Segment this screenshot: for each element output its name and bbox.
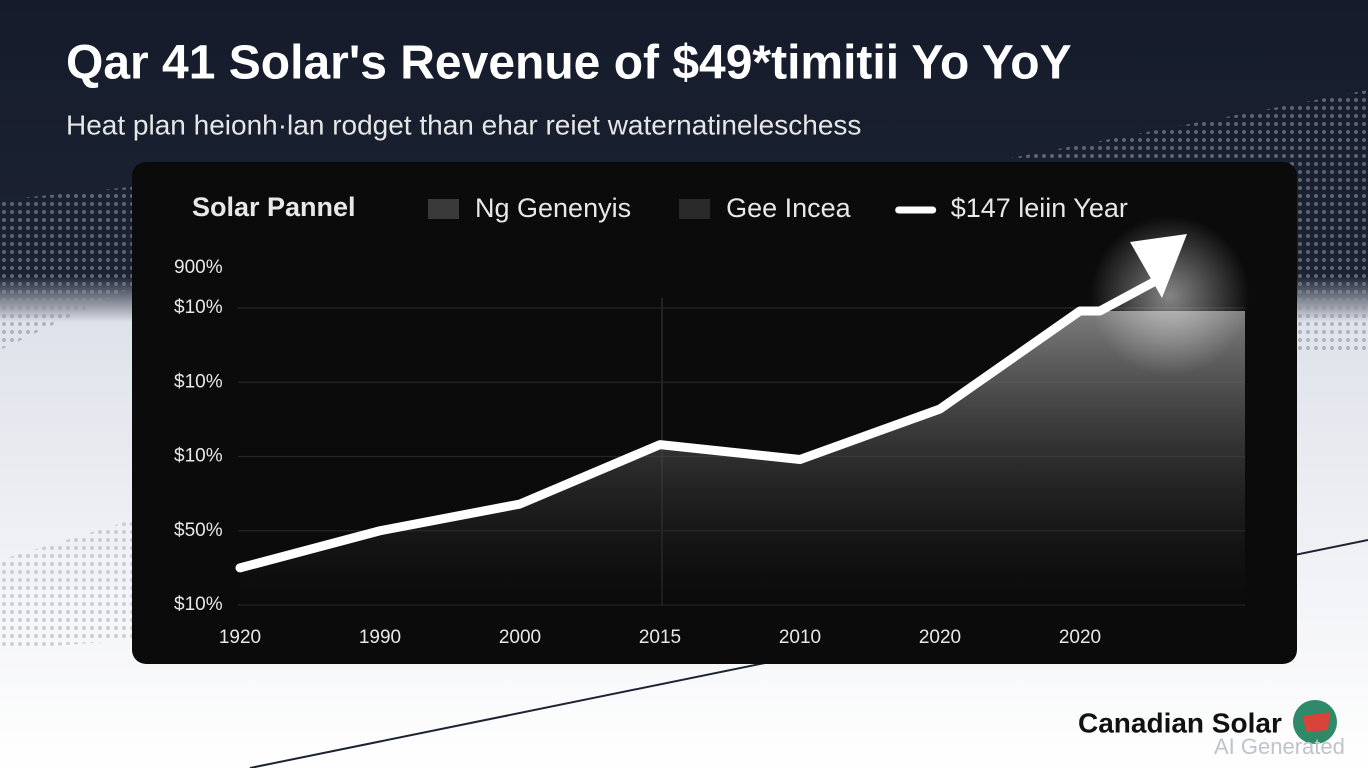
logo-mark [1303, 712, 1330, 732]
y-tick-label: $50% [174, 520, 223, 541]
title: Qar 41 Solar's Revenue of $49*timitii Yo… [66, 37, 1072, 90]
x-tick-label: 2020 [919, 627, 961, 648]
legend-label: Gee Incea [726, 193, 852, 223]
legend-swatch [679, 199, 711, 219]
subtitle: Heat plan heionh·lan rodget than ehar re… [66, 109, 861, 140]
x-tick-label: 2020 [1059, 627, 1101, 648]
y-tick-label: $10% [174, 446, 223, 467]
brand: Canadian Solar [1078, 707, 1282, 738]
legend-title: Solar Pannel [192, 192, 356, 222]
y-tick-label: 900% [174, 257, 223, 278]
glow [1090, 215, 1250, 376]
y-tick-label: $10% [174, 594, 223, 615]
x-tick-label: 2000 [499, 627, 541, 648]
area [240, 310, 1245, 605]
x-tick-label: 2015 [639, 627, 681, 648]
halftone [0, 520, 132, 650]
x-tick-label: 2010 [779, 627, 821, 648]
x-tick-label: 1990 [359, 627, 401, 648]
arrow-head [1130, 233, 1187, 298]
legend-label: Ng Genenyis [475, 193, 631, 223]
legend-swatch [428, 199, 459, 219]
y-tick-label: $10% [174, 371, 223, 392]
x-tick-label: 1920 [219, 627, 261, 648]
arrow-shaft [1080, 272, 1168, 316]
y-tick-label: $10% [174, 297, 223, 318]
line [235, 306, 1085, 573]
watermark: AI Generated [1214, 734, 1345, 759]
legend-label: $147 leiin Year [951, 193, 1128, 223]
